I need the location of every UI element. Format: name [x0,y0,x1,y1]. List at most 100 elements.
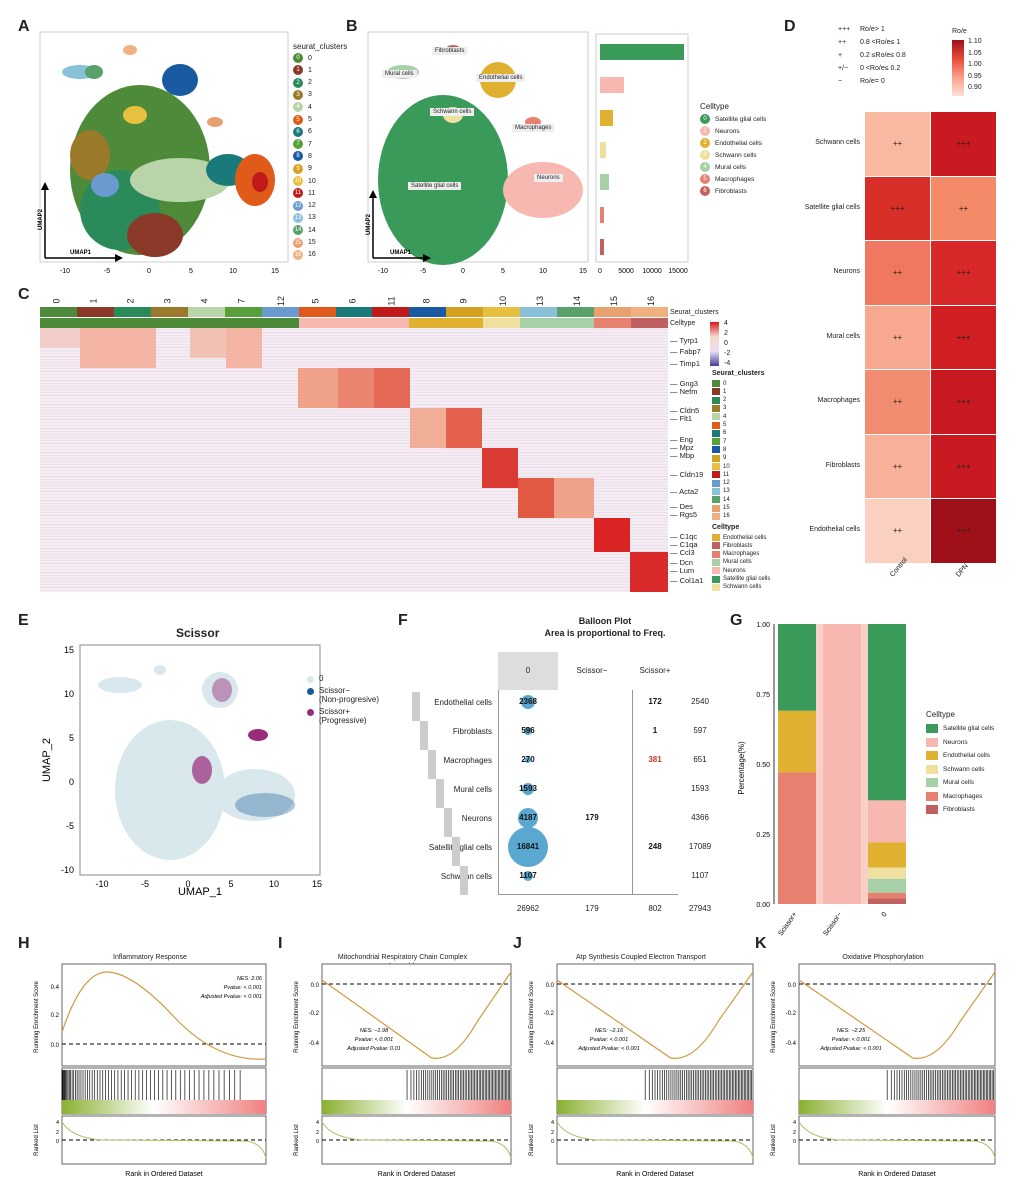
b-legend-item: 2 Endothelial cells [700,138,762,148]
a-legend-item: 14 14 [293,225,316,236]
e-x-tick: 10 [269,879,279,889]
c-seurat-legend-title: Seurat_clusters [712,370,765,377]
c-seurat-legend-item: 13 [712,487,730,495]
gsea-y-tick: 0.0 [311,983,320,989]
d-legend-row: +0.2 ≤Ro/e≤ 0.8 [838,52,906,59]
a-legend-dot: 3 [293,89,303,100]
g-x-tick: Scissor+ [777,911,798,937]
c-scale-tick: 0 [724,340,728,347]
c-cluster-label: 14 [571,295,582,307]
f-cell-value: 596 [521,726,535,735]
cluster-island-12 [91,173,119,197]
b-legend-label: Macrophages [715,175,755,183]
gsea-ranked-list-label: Ranked List [34,1124,40,1156]
c-seurat-bar [446,307,484,317]
c-seurat-legend-item: 11 [712,471,730,479]
balloon-plot: 0 Scissor− Scissor+ Endothelial cells 2368 17… [410,652,732,916]
f-balloon [524,727,532,735]
f-row-label: Mural cells [453,785,492,794]
g-legend-item: Macrophages [926,791,982,801]
g-legend-label: Endothelial cells [943,752,990,759]
c-cluster-label: 0 [51,298,62,304]
c-seurat-legend-item: 9 [712,454,727,462]
a-legend-item: 13 13 [293,212,316,223]
gsea-plot: 0.0 -0.2 -0.4 NES: −1.98 Pvalue: < 0.001 Adju… [294,963,512,1178]
cluster-island-4 [130,158,230,202]
g-legend-swatch [926,737,938,747]
f-cell-value: 16841 [516,842,540,851]
a-legend-label: 6 [308,128,312,136]
g-legend-item: Satellite glial cells [926,724,994,733]
f-col-total: 179 [585,904,599,913]
svg-text:4: 4 [793,1120,796,1126]
b-x-tick: -10 [378,268,388,275]
c-gene-label: — Des [670,502,693,511]
a-legend-item: 11 11 [293,188,315,199]
f-row-label: Satellite glial cells [428,843,492,852]
b-x-tick: 15 [579,268,587,275]
g-bar-segment [868,878,906,893]
gsea-y-label: Running Enrichment Score [529,980,535,1052]
gsea-plot: 0.0 -0.2 -0.4 NES: −2.25 Pvalue: < 0.001 Adju… [771,963,996,1178]
bar-macrophages [600,207,604,223]
e-legend-label: 0 [319,674,324,683]
roe-row-label: Neurons [833,268,860,276]
c-cluster-label: 4 [199,298,210,304]
b-legend-item: 5 Macrophages [700,174,754,184]
d-legend-row: +++ Ro/e> 1 [838,26,885,33]
b-legend-item: 1 Neurons [700,126,740,136]
b-label-fibroblasts: Fibroblasts [432,47,468,55]
gsea-stat: Pvalue: < 0.001 [832,1037,870,1043]
c-cluster-label: 2 [125,298,136,304]
f-row-label: Schwann cells [440,872,492,881]
bar-endothelial [600,110,613,126]
c-cluster-label: 16 [645,295,656,307]
c-seurat-legend-item: 16 [712,512,730,520]
e-legend-label2: (Progressive) [319,716,367,725]
e-y-tick: 5 [69,733,74,743]
c-seurat-legend-label: 11 [723,471,730,478]
panel-label-c: C [18,286,30,303]
e-x-tick: 0 [185,879,190,889]
b-label-macrophages: Macrophages [512,124,555,132]
c-celltype-legend-item: Endothelial cells [712,534,766,541]
svg-text:4: 4 [56,1120,59,1126]
f-marginal-bar [460,866,468,895]
c-seurat-bar [483,307,521,317]
g-bar-segment [823,624,861,904]
a-legend-label: 7 [308,140,312,148]
f-marginal-bar [444,808,452,837]
e-legend-label: Scissor− [319,686,350,695]
c-celltype-bar [594,318,632,328]
c-seurat-legend-item: 6 [712,429,726,437]
g-x-tick: 0 [881,911,889,918]
a-legend-label: 8 [308,152,312,160]
b-legend-label: Schwann cells [715,151,757,159]
g-bar-segment [868,624,906,801]
panel-label-e: E [18,612,29,629]
c-gene-label: — Gng3 [670,379,698,388]
cluster-island-11 [252,172,268,192]
b-legend-dot: 2 [700,138,710,148]
f-col-total: 802 [648,904,662,913]
a-legend-dot: 1 [293,65,303,76]
c-seurat-legend-label: 9 [723,455,727,462]
b-legend-title: Celltype [700,102,729,111]
g-legend-swatch [926,791,938,801]
f-col-header: Scissor− [576,666,608,675]
g-legend-item: Schwann cells [926,764,985,774]
c-celltype-bar [520,318,558,328]
a-legend-dot: 11 [293,188,303,199]
cluster-island-3 [70,130,110,180]
c-gene-label: — Flt1 [670,414,693,423]
d-scale-tick: 0.95 [968,72,982,80]
e-legend-text: Scissor− (Non-progresive) [319,686,379,704]
c-gene-label: — Nefm [670,387,698,396]
b-bar-tick: 10000 [642,268,662,275]
roe-row-label: Satellite glial cells [804,203,860,211]
roe-cell: ++ [865,434,930,498]
b-umap1-axis-label: UMAP1 [390,250,412,256]
c-scale-tick: 2 [724,330,728,337]
